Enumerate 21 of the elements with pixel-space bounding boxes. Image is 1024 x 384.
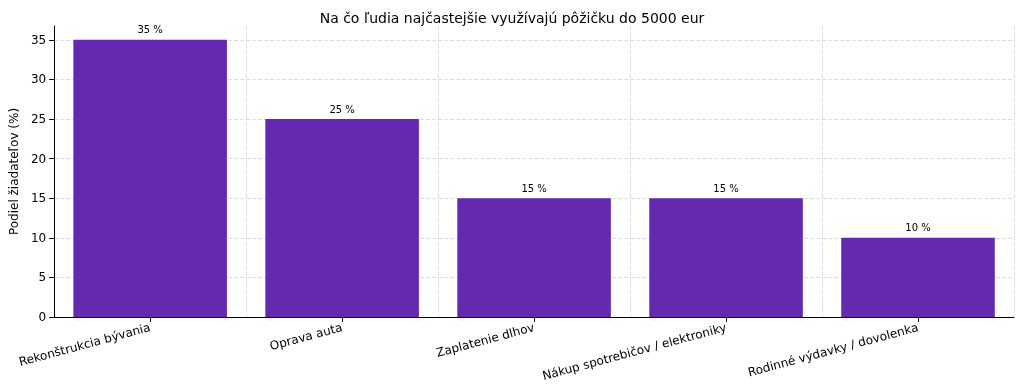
data-label: 35 % [137,24,163,36]
bar [265,119,419,317]
data-label: 15 % [521,182,547,194]
y-axis-title: Podiel žiadateľov (%) [7,107,21,236]
bar [457,198,611,317]
data-label: 10 % [905,222,931,234]
y-tick-label: 15 [30,191,47,206]
y-tick-label: 20 [30,151,47,166]
y-tick-label: 35 [30,32,47,47]
data-label: 25 % [329,103,355,115]
data-label: 15 % [713,182,739,194]
y-tick-label: 25 [30,112,47,127]
x-tick-label: Oprava auta [268,320,344,354]
y-tick-label: 10 [30,230,47,245]
bar [73,39,227,317]
bar [841,237,995,317]
y-tick-label: 0 [38,310,47,324]
y-tick-label: 30 [30,72,47,87]
bar [649,198,803,317]
y-tick-label: 5 [38,270,47,285]
chart-title: Na čo ľudia najčastejšie využívajú pôžičku do 5000 eur [319,10,705,26]
